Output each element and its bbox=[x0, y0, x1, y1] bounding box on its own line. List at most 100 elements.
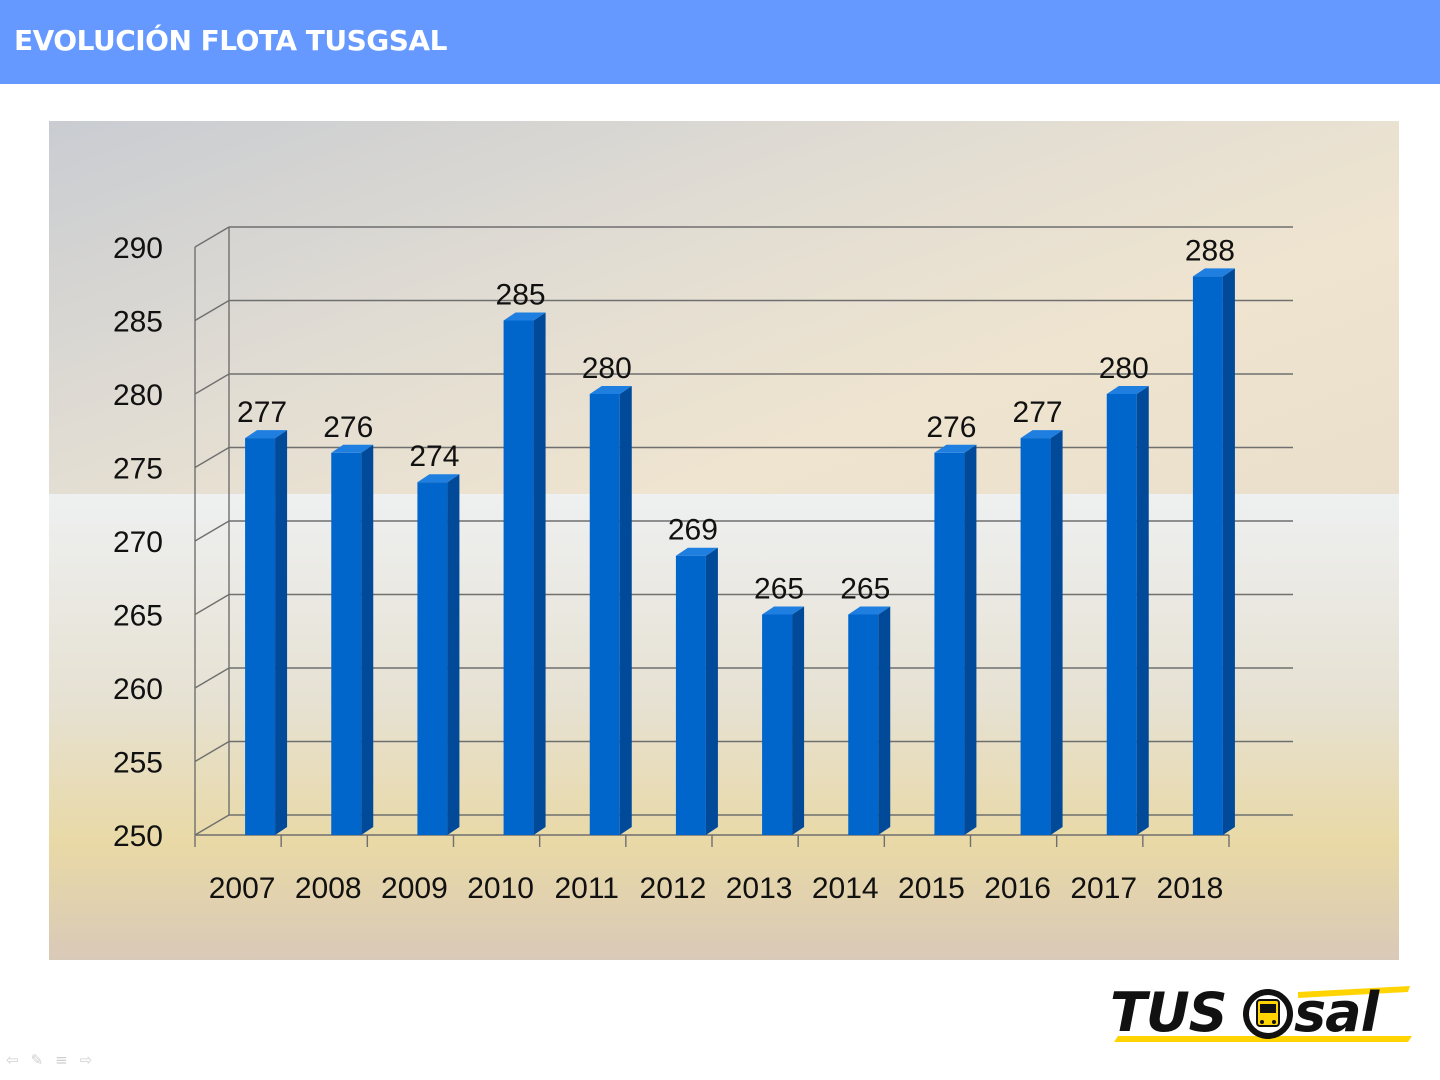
bar bbox=[762, 606, 805, 835]
y-tick-label: 265 bbox=[113, 600, 163, 633]
bar bbox=[331, 444, 374, 835]
bar-front bbox=[848, 614, 879, 835]
bar-front bbox=[417, 482, 448, 835]
bar bbox=[503, 312, 546, 835]
bus-icon bbox=[1243, 989, 1293, 1039]
y-tick-label: 275 bbox=[113, 453, 163, 486]
bar-side bbox=[533, 312, 546, 835]
bar bbox=[417, 474, 460, 835]
y-tick-label: 255 bbox=[113, 747, 163, 780]
tusgsal-logo: TUS sal bbox=[1108, 980, 1418, 1050]
data-label: 280 bbox=[1099, 352, 1149, 385]
data-label: 276 bbox=[323, 411, 373, 444]
gridline-side bbox=[194, 520, 230, 542]
y-tick-label: 285 bbox=[113, 306, 163, 339]
data-label: 265 bbox=[840, 573, 890, 606]
pen-icon[interactable]: ✎ bbox=[30, 1051, 44, 1069]
bar bbox=[245, 430, 288, 835]
bar-top bbox=[1020, 430, 1063, 439]
bar-top bbox=[1192, 268, 1235, 277]
bar bbox=[589, 386, 632, 835]
x-tick-label: 2009 bbox=[381, 872, 448, 905]
gridline-side bbox=[194, 740, 230, 763]
logo-swoosh bbox=[1114, 986, 1412, 1042]
logo-text-sal: sal bbox=[1294, 981, 1379, 1044]
x-tick-label: 2011 bbox=[554, 872, 619, 905]
bar-front bbox=[245, 438, 276, 835]
bar-front bbox=[675, 555, 706, 835]
bar-side bbox=[878, 606, 891, 835]
bar-front bbox=[762, 614, 793, 835]
bar-side bbox=[1050, 430, 1063, 835]
y-tick-label: 290 bbox=[113, 232, 163, 265]
menu-icon[interactable]: ≡ bbox=[55, 1051, 68, 1069]
bar bbox=[934, 444, 977, 835]
bar-front bbox=[934, 452, 965, 835]
bar-top bbox=[848, 606, 891, 615]
page-title: EVOLUCIÓN FLOTA TUSGSAL bbox=[14, 24, 447, 57]
data-label: 269 bbox=[668, 514, 718, 547]
x-tick-label: 2014 bbox=[812, 872, 879, 905]
bar bbox=[1192, 268, 1235, 835]
x-tick-label: 2015 bbox=[898, 872, 965, 905]
bar-front bbox=[503, 320, 534, 835]
bar-top bbox=[331, 444, 374, 453]
bar-top bbox=[934, 444, 977, 453]
y-tick-label: 280 bbox=[113, 379, 163, 412]
bar-top bbox=[589, 386, 632, 394]
x-tick-label: 2018 bbox=[1157, 872, 1224, 905]
y-tick-label: 260 bbox=[113, 673, 163, 706]
gridline-side bbox=[194, 446, 230, 469]
bar-chart: 250 255 260 265 270 275 280 285 290 277 2007 276 20… bbox=[113, 226, 1293, 905]
data-label: 274 bbox=[409, 440, 459, 473]
x-tick-label: 2010 bbox=[467, 872, 534, 905]
bar bbox=[1020, 430, 1063, 835]
next-arrow-icon[interactable]: ⇨ bbox=[79, 1051, 93, 1069]
bar-front bbox=[1020, 438, 1051, 835]
prev-arrow-icon[interactable]: ⇦ bbox=[6, 1051, 19, 1069]
y-tick-label: 250 bbox=[113, 820, 163, 853]
bar-side bbox=[361, 444, 374, 835]
bar bbox=[1106, 386, 1149, 835]
gridline-side bbox=[194, 373, 230, 395]
bar bbox=[848, 606, 891, 835]
gridline-side bbox=[194, 593, 230, 616]
bar-side bbox=[964, 444, 977, 835]
bar-side bbox=[705, 547, 718, 835]
bar-top bbox=[762, 606, 805, 615]
x-tick-label: 2007 bbox=[209, 872, 276, 905]
axis-layer: 250 255 260 265 270 275 280 285 290 bbox=[113, 227, 1230, 853]
x-tick-label: 2017 bbox=[1070, 872, 1137, 905]
gridline-side bbox=[194, 226, 230, 248]
x-tick-label: 2016 bbox=[984, 872, 1051, 905]
data-label: 265 bbox=[754, 573, 804, 606]
x-tick-label: 2013 bbox=[726, 872, 793, 905]
bars-layer bbox=[245, 268, 1235, 835]
slide-nav-controls: ⇦ ✎ ≡ ⇨ bbox=[6, 1050, 92, 1070]
bar-top bbox=[1106, 386, 1149, 394]
bar-side bbox=[275, 430, 288, 835]
chart-panel: 250 255 260 265 270 275 280 285 290 277 2007 276 20… bbox=[49, 121, 1399, 960]
data-label: 285 bbox=[496, 279, 546, 312]
bar bbox=[675, 547, 718, 835]
data-label: 277 bbox=[1013, 396, 1063, 429]
bar-top bbox=[417, 474, 460, 483]
x-tick-label: 2008 bbox=[295, 872, 362, 905]
bar-front bbox=[1106, 394, 1137, 835]
data-label: 280 bbox=[582, 352, 632, 385]
gridline-side bbox=[194, 299, 230, 322]
x-tick-label: 2012 bbox=[640, 872, 707, 905]
labels-layer: 277 2007 276 2008 274 2009 285 2010 280 2011 269 20… bbox=[209, 234, 1235, 905]
gridline-side bbox=[194, 814, 230, 836]
bar-side bbox=[1222, 268, 1235, 835]
bar-front bbox=[589, 394, 620, 835]
bar-front bbox=[331, 452, 362, 835]
bar-side bbox=[447, 474, 460, 835]
data-label: 277 bbox=[237, 396, 287, 429]
bar-side bbox=[792, 606, 805, 835]
title-bar: EVOLUCIÓN FLOTA TUSGSAL bbox=[0, 0, 1440, 84]
bar-top bbox=[245, 430, 288, 439]
data-label: 288 bbox=[1185, 234, 1235, 267]
y-tick-label: 270 bbox=[113, 526, 163, 559]
bar-top bbox=[503, 312, 546, 321]
